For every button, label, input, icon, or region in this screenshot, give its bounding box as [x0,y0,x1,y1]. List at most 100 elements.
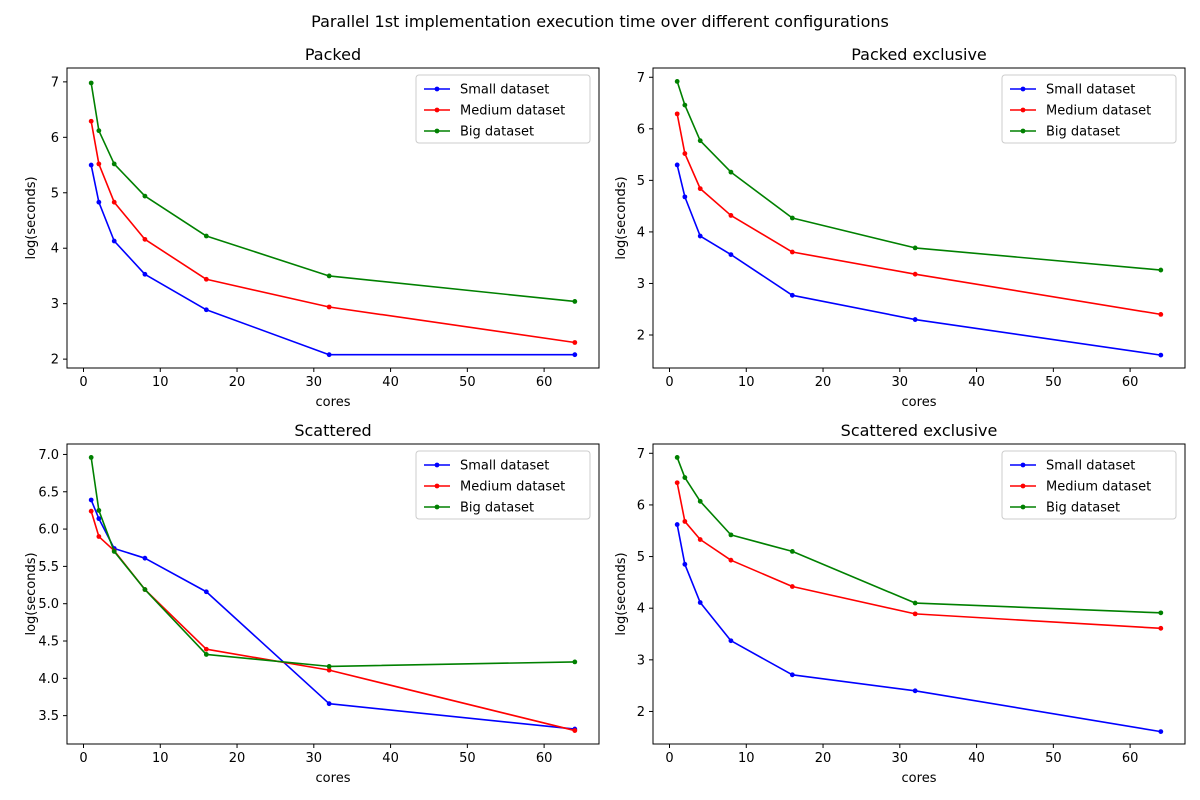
chart-4-xtick-label: 0 [665,751,673,766]
chart-4-series-medium-dataset-point [789,584,795,589]
chart-4-series-small-dataset-point [682,561,688,567]
chart-4-ylabel: log(seconds) [614,552,629,635]
chart-3-legend-medium-dataset-label: Medium dataset [460,480,565,495]
chart-4-series-big-dataset-point [1158,610,1164,616]
chart-3-xtick-label: 0 [79,751,87,766]
chart-1-legend-small-dataset-marker [434,86,440,92]
chart-2-series-big-dataset-point [912,245,918,251]
chart-4-series-big-dataset-point [682,475,688,480]
chart-3-series-medium-dataset-point [572,728,578,733]
chart-4-ytick-label: 4 [637,602,645,617]
chart-1-series-medium-dataset-point [96,161,102,167]
chart-4-xtick-label: 20 [815,751,832,766]
chart-4-series-big-dataset-point [912,600,918,606]
chart-2-legend-box [1001,74,1177,144]
chart-4-ytick-label: 3 [637,653,645,668]
chart-4-legend-big-dataset-marker [1020,504,1026,510]
chart-3-legend-big-dataset-marker [434,504,440,510]
chart-2-series-small-dataset-point [789,292,795,298]
chart-2-xlabel: cores [902,395,937,410]
chart-2-xtick-label: 10 [738,375,755,390]
chart-2-panel: Packed exclusive 0 10 20 30 40 50 60 2 3 4 5 6 7 cores… [614,45,1186,410]
chart-3-series-medium-dataset-line [90,510,576,732]
chart-3-ytick-label: 6.0 [38,523,59,538]
chart-2-series-medium-dataset-line [676,113,1161,316]
chart-2-series-small-dataset-point [912,317,918,322]
chart-3-series-big-dataset-point [572,659,578,665]
chart-1-panel: Packed 0 10 20 30 40 50 60 2 3 4 5 6 7 cores log(second… [24,45,600,410]
chart-1-series-big-dataset-point [203,233,209,239]
chart-1-ytick-label: 4 [51,242,59,257]
chart-4-series-small-dataset-point [728,638,734,644]
chart-4-series-big-dataset-point [697,498,703,504]
chart-4-series-small-dataset-point [674,522,680,527]
chart-2-ytick-label: 2 [637,329,645,344]
chart-3-series-big-dataset-point [111,549,117,554]
chart-3-series-big-dataset-point [96,508,102,513]
chart-4-xtick-label: 40 [968,751,985,766]
chart-1-axes-frame [66,67,600,369]
chart-2-series-medium-dataset-point [682,151,688,156]
chart-1-series-medium-dataset-point [142,236,148,242]
chart-1-xtick-label: 40 [382,375,399,390]
chart-2-series-small-dataset-point [697,233,703,239]
chart-1-xtick-label: 30 [306,375,323,390]
chart-4-series-big-dataset-point [728,532,734,538]
chart-4-xlabel: cores [902,771,937,786]
chart-4-xtick-label: 50 [1045,751,1062,766]
chart-1-legend-medium-dataset-marker [434,107,440,113]
chart-1-series-big-dataset-point [111,161,117,167]
chart-2-series-medium-dataset-point [728,213,734,218]
chart-4-xtick-label: 60 [1122,751,1139,766]
chart-1-series-medium-dataset-point [88,118,94,124]
chart-3-xtick-label: 20 [229,751,246,766]
chart-3-ytick-label: 4.0 [38,672,59,687]
chart-3-legend-big-dataset-label: Big dataset [460,501,534,516]
chart-1-legend: Small dataset Medium dataset Big dataset [415,74,591,144]
chart-4-series-medium-dataset-point [674,480,680,486]
chart-2-series-big-dataset-point [697,138,703,144]
chart-2-xtick-label: 40 [968,375,985,390]
chart-4-legend-medium-dataset-label: Medium dataset [1046,480,1151,495]
chart-2-axes-frame [652,67,1186,369]
chart-4-series-medium-dataset-point [728,557,734,563]
chart-3-series-small-dataset-point [96,516,102,522]
chart-3-legend-box [415,450,591,520]
chart-2-xtick-label: 60 [1122,375,1139,390]
chart-4-series-medium-dataset-point [912,611,918,617]
chart-1-series-big-dataset-point [142,193,148,199]
chart-3-xlabel: cores [316,771,351,786]
chart-3-xtick-label: 40 [382,751,399,766]
chart-3-xtick-label: 60 [536,751,553,766]
chart-3-series-medium-dataset-point [326,667,332,673]
chart-2-xtick-label: 50 [1045,375,1062,390]
chart-4-legend-box [1001,450,1177,520]
chart-2-series-medium-dataset-point [674,111,680,117]
chart-4-series-big-dataset-point [674,455,680,460]
chart-1-series-big-dataset-point [88,80,94,86]
chart-2-series-small-dataset-point [1158,352,1164,358]
chart-2-legend-medium-dataset-label: Medium dataset [1046,104,1151,119]
chart-3-xtick-label: 10 [152,751,169,766]
chart-3-ytick-label: 3.5 [38,709,59,724]
chart-1-ytick-label: 5 [51,186,59,201]
chart-4-axes-frame [652,443,1186,745]
chart-2-legend-big-dataset-marker [1020,128,1026,134]
chart-1-legend-medium-dataset-label: Medium dataset [460,104,565,119]
chart-4-series-small-dataset-point [912,688,918,694]
chart-2-series-big-dataset-point [1158,267,1164,273]
chart-1-series-big-dataset-point [572,299,578,304]
chart-2-legend-medium-dataset-marker [1020,107,1026,113]
chart-2-series-medium-dataset-point [1158,311,1164,317]
chart-2-ylabel: log(seconds) [614,176,629,259]
chart-2-series-big-dataset-point [674,79,680,84]
chart-3-ytick-label: 4.5 [38,635,59,650]
chart-1-legend-big-dataset-label: Big dataset [460,125,534,140]
chart-2-series-small-dataset-point [728,252,734,257]
chart-4-legend-small-dataset-marker [1020,462,1026,468]
chart-1-ytick-label: 2 [51,353,59,368]
chart-1-series-small-dataset-point [88,162,94,168]
chart-2-ytick-label: 4 [637,225,645,240]
chart-2-legend-small-dataset-marker [1020,86,1026,92]
chart-1-series-medium-dataset-line [90,121,575,344]
